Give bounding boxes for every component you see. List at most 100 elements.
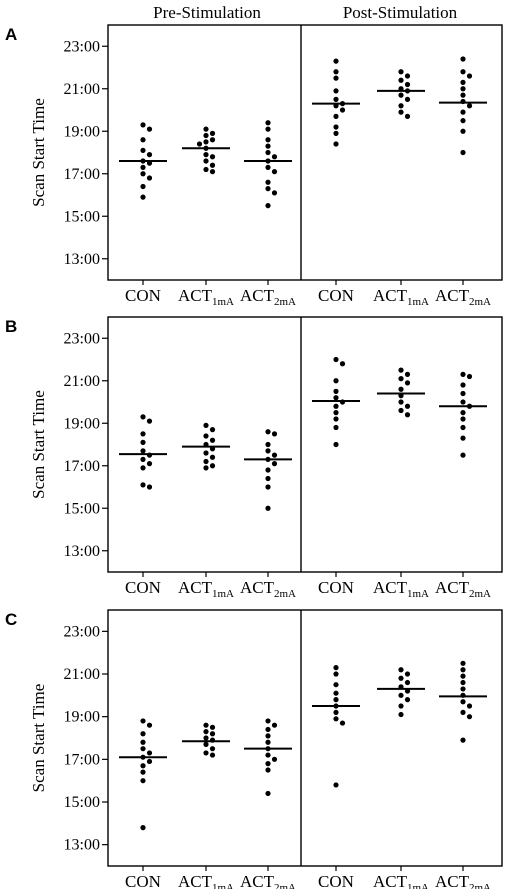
- data-point: [140, 778, 146, 784]
- data-point: [209, 463, 216, 469]
- data-point: [460, 424, 466, 431]
- data-point: [404, 73, 411, 79]
- data-point: [398, 703, 404, 709]
- data-point: [333, 697, 339, 703]
- data-point: [466, 103, 473, 109]
- data-point: [466, 714, 473, 720]
- panel-letter: A: [5, 25, 17, 44]
- data-point: [146, 750, 153, 756]
- group-con-post: CON: [312, 356, 360, 597]
- data-point: [339, 361, 346, 367]
- data-point: [333, 141, 339, 147]
- plot-frame: [107, 316, 503, 573]
- data-point: [265, 203, 271, 209]
- data-point: [146, 418, 153, 424]
- data-point: [203, 722, 209, 728]
- data-point: [333, 96, 339, 102]
- data-point: [398, 109, 404, 115]
- data-point: [333, 388, 339, 394]
- data-point: [460, 118, 466, 124]
- data-point: [333, 356, 339, 363]
- data-point: [140, 183, 146, 190]
- data-point: [265, 448, 271, 454]
- x-tick-label: ACT2mA: [240, 286, 296, 308]
- x-tick-label: CON: [125, 286, 161, 305]
- data-point: [333, 88, 339, 94]
- plot-frame: [107, 609, 503, 867]
- data-point: [460, 69, 466, 75]
- y-tick-label: 23:00: [64, 623, 100, 640]
- x-tick-label: CON: [318, 872, 354, 889]
- panel-a: A Scan Start Time 13:00 15:00 17:00 19:00 21:0…: [5, 24, 503, 308]
- data-point: [203, 139, 209, 145]
- group-act-1ma-post: ACT1mA: [373, 367, 429, 600]
- data-point: [333, 682, 339, 688]
- data-point: [404, 697, 411, 703]
- data-point: [460, 390, 466, 397]
- group-act-1ma-pre: ACT1mA: [178, 422, 234, 600]
- data-point: [140, 465, 146, 471]
- data-point: [460, 382, 466, 388]
- panel-letter: C: [5, 610, 17, 629]
- data-point: [333, 441, 339, 448]
- data-point: [404, 81, 411, 88]
- data-point: [339, 720, 346, 726]
- group-con-pre: CON: [119, 718, 167, 889]
- data-point: [209, 752, 216, 758]
- data-point: [203, 735, 209, 741]
- data-point: [460, 673, 466, 679]
- x-tick-label: ACT1mA: [373, 578, 429, 600]
- group-act-2ma-post: ACT2mA: [435, 660, 491, 889]
- data-point: [203, 458, 209, 465]
- data-point: [265, 475, 271, 482]
- data-point: [265, 761, 271, 767]
- data-point: [333, 416, 339, 422]
- data-point: [265, 505, 271, 511]
- data-point: [209, 169, 216, 175]
- data-point: [146, 126, 153, 132]
- data-point: [460, 399, 466, 405]
- y-tick-label: 21:00: [64, 81, 100, 98]
- data-point: [265, 120, 271, 126]
- data-point: [398, 367, 404, 373]
- x-tick-label: ACT2mA: [435, 872, 491, 889]
- data-point: [271, 169, 278, 175]
- data-point: [460, 699, 466, 705]
- data-point: [209, 454, 216, 460]
- data-point: [398, 711, 404, 718]
- data-point: [209, 162, 216, 168]
- data-point: [265, 126, 271, 132]
- data-point: [140, 731, 146, 737]
- data-point: [209, 731, 216, 737]
- data-point: [333, 124, 339, 130]
- data-point: [209, 137, 216, 143]
- data-point: [460, 737, 466, 743]
- data-point: [404, 113, 411, 119]
- data-point: [140, 456, 146, 462]
- data-point: [265, 790, 271, 797]
- y-tick-label: 15:00: [64, 794, 100, 811]
- data-point: [460, 667, 466, 673]
- data-point: [265, 186, 271, 192]
- group-act-1ma-pre: ACT1mA: [178, 126, 234, 308]
- data-point: [265, 137, 271, 143]
- data-point: [265, 441, 271, 448]
- data-point: [265, 733, 271, 739]
- data-point: [140, 739, 146, 745]
- data-point: [140, 746, 146, 752]
- data-point: [460, 660, 466, 666]
- data-point: [398, 399, 404, 405]
- data-point: [140, 137, 146, 143]
- group-act-2ma-post: ACT2mA: [435, 56, 491, 308]
- data-point: [196, 141, 203, 147]
- data-point: [140, 482, 146, 488]
- data-point: [333, 58, 339, 64]
- x-tick-label: ACT2mA: [435, 578, 491, 600]
- pre-stimulation-heading: Pre-Stimulation: [153, 3, 261, 22]
- data-point: [146, 175, 153, 181]
- data-point: [209, 130, 216, 136]
- data-point: [140, 825, 146, 831]
- data-point: [209, 746, 216, 752]
- data-point: [398, 692, 404, 698]
- y-tick-label: 21:00: [64, 373, 100, 390]
